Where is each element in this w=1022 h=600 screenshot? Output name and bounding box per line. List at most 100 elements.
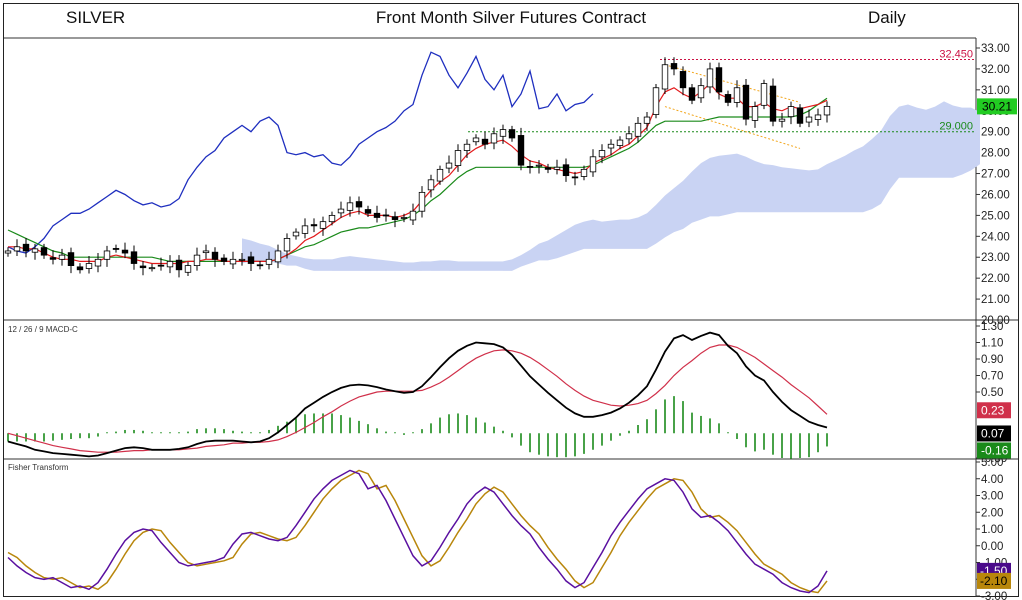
candle-body (112, 248, 120, 250)
candle-body (418, 191, 426, 212)
candle-body (94, 258, 102, 267)
cloud-segment (926, 106, 935, 178)
price-tick-label: 22.00 (981, 273, 1010, 285)
cloud-segment (809, 169, 818, 213)
price-tick-label: 24.00 (981, 231, 1010, 243)
cloud-segment (962, 107, 971, 175)
fisher-tick-label: 3.00 (981, 491, 1003, 503)
fisher-trigger-badge-label: -2.10 (980, 574, 1008, 588)
cloud-segment (422, 261, 431, 271)
candle-body (328, 214, 336, 223)
symbol-label: SILVER (66, 8, 126, 27)
price-tick-label: 29.00 (981, 127, 1010, 139)
macd-tick-label: 0.90 (981, 354, 1003, 366)
candle-body (139, 265, 147, 269)
cloud-segment (971, 107, 980, 171)
cloud-segment (638, 213, 647, 249)
cloud-segment (341, 256, 350, 271)
cloud-segment (836, 155, 845, 213)
candle-body (436, 168, 444, 182)
price-tick-label: 23.00 (981, 252, 1010, 264)
cloud-segment (323, 259, 332, 271)
candle-body (76, 266, 84, 271)
candle-body (634, 122, 642, 137)
candle-body (49, 257, 57, 260)
candle-body (760, 83, 768, 106)
candle-body (508, 129, 516, 139)
cloud-segment (728, 153, 737, 215)
cloud-segment (800, 169, 809, 213)
cloud-segment (260, 243, 269, 262)
cloud-segment (683, 171, 692, 229)
candle-body (796, 107, 804, 124)
candle-body (337, 208, 345, 214)
macd-panel-title: 12 / 26 / 9 MACD-C (8, 325, 78, 334)
candle-body (562, 164, 570, 177)
cloud-segment (386, 260, 395, 271)
candle-body (535, 164, 543, 167)
resistance-level-label: 32.450 (939, 49, 973, 61)
candle-body (400, 217, 408, 219)
cloud-segment (377, 259, 386, 271)
candle-body (751, 106, 759, 121)
price-tick-label: 27.00 (981, 169, 1010, 181)
price-tick-label: 26.00 (981, 189, 1010, 201)
candle-body (517, 135, 525, 166)
cloud-segment (620, 219, 629, 249)
cloud-segment (251, 240, 260, 262)
cloud-segment (566, 224, 575, 256)
cloud-segment (647, 204, 656, 249)
cloud-segment (818, 164, 827, 213)
candle-body (121, 249, 129, 254)
cloud-segment (359, 257, 368, 271)
candle-body (481, 138, 489, 145)
macd-value-badge (977, 425, 1011, 442)
macd-signal-line (7, 344, 828, 453)
cloud-segment (908, 104, 917, 178)
fisher-panel-title: Fisher Transform (8, 463, 69, 472)
candle-body (256, 264, 264, 267)
cloud-segment (548, 235, 557, 261)
fisher-trigger-line (7, 469, 828, 594)
cloud-segment (557, 230, 566, 259)
candle-body (688, 87, 696, 101)
channel-upper-line (664, 64, 801, 103)
candle-body (58, 254, 66, 260)
cloud-segment (314, 259, 323, 271)
cloud-segment (287, 254, 296, 266)
candle-body (769, 85, 777, 122)
cloud-segment (629, 217, 638, 249)
cloud-segment (575, 221, 584, 252)
fisher-trigger-badge (977, 572, 1011, 589)
candle-body (31, 248, 39, 253)
candle-body (454, 150, 462, 166)
candle-body (706, 68, 714, 88)
candle-body (310, 224, 318, 227)
candle-body (490, 133, 498, 144)
candle-body (625, 133, 633, 140)
cloud-segment (710, 155, 719, 217)
cloud-segment (854, 146, 863, 213)
fisher-line (7, 469, 828, 594)
ichimoku-cloud (242, 101, 980, 271)
candle-body (346, 202, 354, 211)
macd-line (7, 331, 828, 458)
macd-histogram (7, 396, 828, 459)
candle-body (697, 85, 705, 99)
price-tick-label: 31.00 (981, 85, 1010, 97)
candle-body (679, 71, 687, 89)
candle-body (247, 256, 255, 264)
cloud-segment (458, 261, 467, 271)
macd-signal-badge (977, 402, 1011, 419)
candle-body (670, 63, 678, 70)
cloud-segment (530, 243, 539, 264)
candle-body (4, 250, 12, 254)
candle-body (274, 250, 282, 263)
candle-body (202, 250, 210, 254)
macd-tick-label: 1.30 (981, 321, 1003, 333)
price-tick-label: 28.00 (981, 148, 1010, 160)
price-tick-label: 21.00 (981, 294, 1010, 306)
chart-title: Front Month Silver Futures Contract (375, 8, 647, 27)
candle-body (265, 258, 273, 265)
